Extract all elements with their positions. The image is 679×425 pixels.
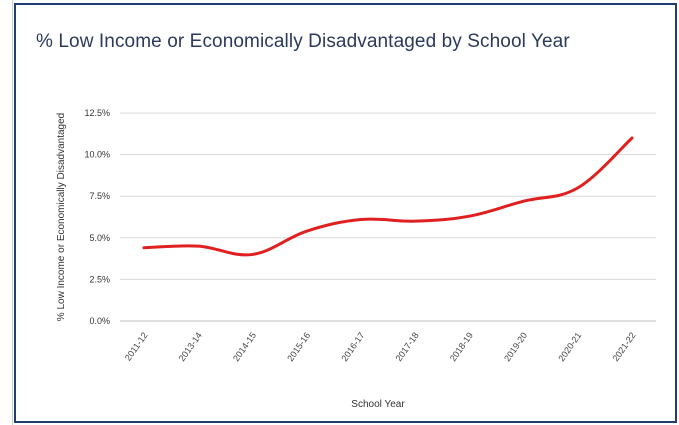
- line-chart: 0.0% 2.5% 5.0% 7.5% 10.0% 12.5% 2011-12 2013-14…: [56, 108, 656, 410]
- x-tick-label: 2014-15: [231, 330, 258, 363]
- x-tick-label: 2020-21: [556, 330, 583, 363]
- x-tick-label: 2019-20: [502, 330, 529, 363]
- left-edge-strip: [0, 0, 13, 425]
- x-tick-label: 2013-14: [177, 330, 204, 363]
- y-axis-title: % Low Income or Economically Disadvantag…: [56, 113, 67, 321]
- x-tick-label: 2018-19: [448, 330, 475, 363]
- y-tick-label: 7.5%: [89, 191, 110, 201]
- chart-card: % Low Income or Economically Disadvantag…: [14, 3, 677, 423]
- x-tick-label: 2015-16: [285, 330, 312, 363]
- y-tick-label: 5.0%: [89, 233, 110, 243]
- y-tick-label: 12.5%: [84, 108, 110, 118]
- x-tick-label: 2016-17: [339, 330, 366, 363]
- chart-title: % Low Income or Economically Disadvantag…: [36, 31, 570, 52]
- x-tick-label: 2011-12: [123, 330, 150, 362]
- series-line: [142, 136, 634, 257]
- y-tick-label: 2.5%: [89, 274, 110, 284]
- x-tick-label: 2021-22: [611, 330, 638, 363]
- x-axis-title: School Year: [351, 399, 405, 410]
- y-tick-label: 10.0%: [84, 150, 110, 160]
- y-tick-label: 0.0%: [89, 316, 110, 326]
- x-tick-label: 2017-18: [394, 330, 421, 363]
